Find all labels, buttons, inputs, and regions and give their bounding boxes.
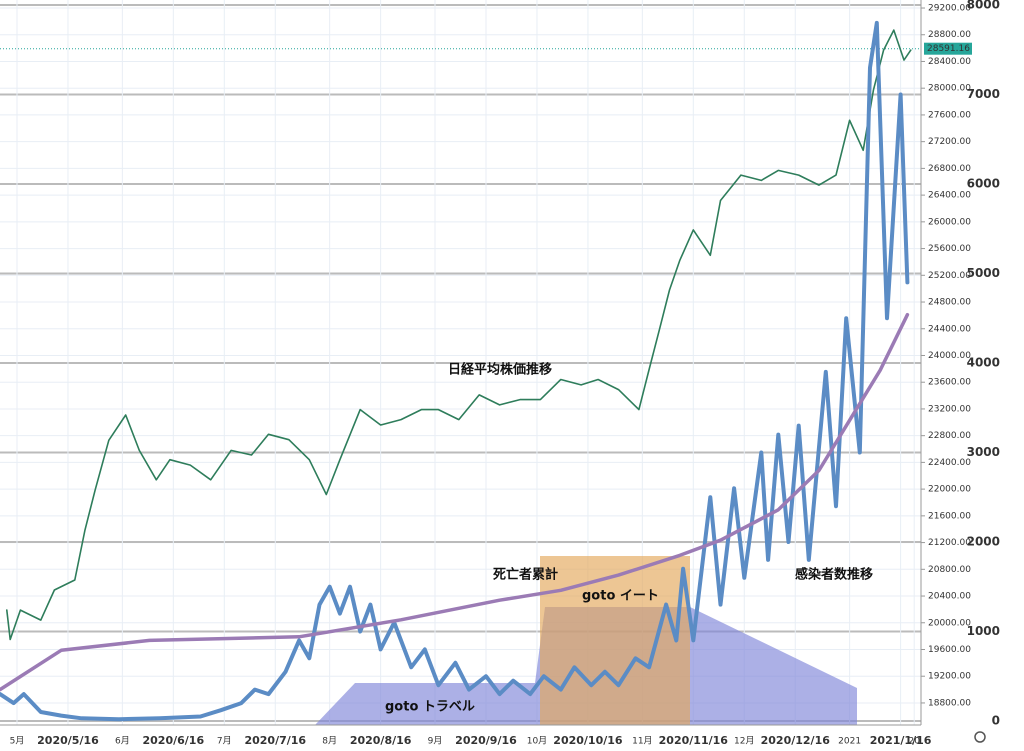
- y-tick-label: 22400.00: [928, 458, 971, 468]
- y-tick-label: 27600.00: [928, 110, 971, 120]
- y-tick-label: 26400.00: [928, 191, 971, 201]
- x-tick-label: 7月: [217, 736, 232, 747]
- x-tick-label: 9月: [428, 736, 443, 747]
- x-tick-label: 5月: [10, 736, 25, 747]
- annotation: 死亡者累計: [493, 567, 558, 583]
- date-axis-panel: [0, 725, 1024, 751]
- y-tick-label: 28000.00: [928, 84, 971, 94]
- x-tick-label: 2020/9/16: [455, 734, 517, 747]
- x-tick-label: 20: [908, 737, 920, 747]
- y-tick-label: 22800.00: [928, 431, 971, 441]
- y-tick-label: 25600.00: [928, 244, 971, 254]
- y-tick-label: 18800.00: [928, 698, 971, 708]
- y-tick-label: 21600.00: [928, 511, 971, 521]
- y-tick-label: 24400.00: [928, 324, 971, 334]
- y-tick-label: 22000.00: [928, 485, 971, 495]
- y-tick-label: 24000.00: [928, 351, 971, 361]
- y-tick-label: 25200.00: [928, 271, 971, 281]
- y-tick-label: 26800.00: [928, 164, 971, 174]
- lines: [0, 20, 912, 722]
- x-tick-label: 2020/6/16: [143, 734, 205, 747]
- y-tick-label: 23200.00: [928, 404, 971, 414]
- last-price-label: 28591.16: [927, 44, 970, 54]
- y-tick-label: 24800.00: [928, 298, 971, 308]
- labels: 18800.00 19200.00 19600.00 20000.00 20400.00…: [10, 0, 1000, 747]
- x-tick-label: 6月: [115, 736, 130, 747]
- x-tick-label: 10月: [527, 736, 547, 747]
- y-tick-label: 21200.00: [928, 538, 971, 548]
- y-tick-label: 20000.00: [928, 618, 971, 628]
- x-tick-label: 2021: [838, 737, 861, 747]
- y2-tick-label: 1000: [967, 624, 1000, 638]
- annotation: goto イート: [582, 589, 659, 604]
- x-tick-label: 2020/7/16: [244, 734, 306, 747]
- y2-tick-label: 6000: [967, 177, 1000, 191]
- x-tick-label: 2020/10/16: [553, 734, 623, 747]
- x-tick-label: 8月: [322, 736, 337, 747]
- annotation: 感染者数推移: [795, 567, 873, 583]
- y-tick-label: 28400.00: [928, 57, 971, 67]
- y2-tick-label: 2000: [967, 534, 1000, 548]
- y-tick-label: 20400.00: [928, 592, 971, 602]
- y2-tick-label: 7000: [967, 87, 1000, 101]
- y-tick-label: 20800.00: [928, 565, 971, 575]
- y-tick-label: 29200.00: [928, 4, 971, 14]
- settings-icon[interactable]: [974, 731, 986, 743]
- y2-tick-label: 8000: [967, 0, 1000, 12]
- y-tick-label: 26000.00: [928, 217, 971, 227]
- axis-panel: [921, 0, 1024, 751]
- y2-tick-label: 0: [992, 713, 1000, 727]
- x-tick-label: 2020/12/16: [761, 734, 831, 747]
- annotation: 日経平均株価推移: [448, 362, 552, 378]
- x-tick-label: 2020/5/16: [37, 734, 99, 747]
- x-tick-label: 2020/11/16: [659, 734, 729, 747]
- x-tick-label: 2021/1/16: [870, 734, 932, 747]
- y-tick-label: 27200.00: [928, 137, 971, 147]
- series-line: [6, 29, 912, 641]
- y-tick-label: 19600.00: [928, 645, 971, 655]
- y-tick-label: 19200.00: [928, 672, 971, 682]
- y2-tick-label: 4000: [967, 355, 1000, 369]
- x-tick-label: 2020/8/16: [350, 734, 412, 747]
- y-tick-label: 23600.00: [928, 378, 971, 388]
- series-line: [0, 20, 910, 722]
- annotation: goto トラベル: [385, 700, 475, 715]
- y-tick-label: 28800.00: [928, 30, 971, 40]
- y2-tick-label: 5000: [967, 266, 1000, 280]
- x-tick-label: 12月: [734, 736, 754, 747]
- goto-eat-area: [540, 556, 690, 725]
- y2-tick-label: 3000: [967, 445, 1000, 459]
- x-tick-label: 11月: [632, 736, 652, 747]
- series-line: [0, 312, 910, 692]
- last-price-badge: [924, 42, 972, 55]
